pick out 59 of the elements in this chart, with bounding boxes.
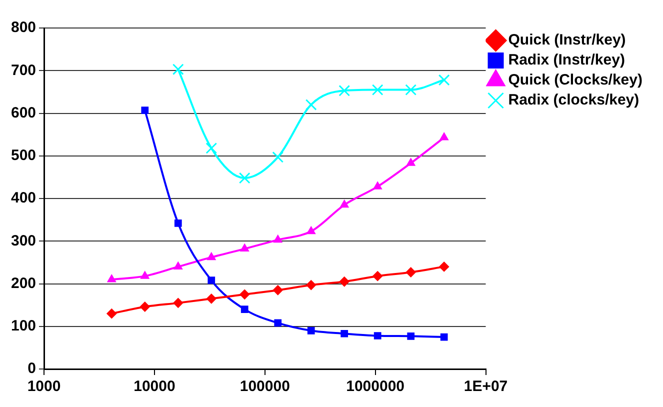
y-tick-label: 800	[10, 19, 36, 36]
point	[340, 330, 348, 338]
x-tick-label: 100000	[240, 378, 290, 396]
point	[173, 298, 184, 308]
point	[240, 306, 248, 314]
y-tick-label: 700	[10, 62, 36, 79]
point	[338, 84, 350, 96]
point	[174, 262, 183, 270]
point	[439, 262, 450, 272]
point	[141, 106, 149, 114]
legend-label: Quick (Clocks/key)	[508, 72, 642, 89]
point	[140, 302, 150, 312]
point	[373, 182, 382, 190]
legend-label: Radix (clocks/key)	[508, 92, 640, 109]
point	[372, 84, 384, 96]
point	[238, 172, 250, 184]
point	[272, 285, 283, 296]
point	[374, 332, 382, 340]
point	[339, 276, 350, 287]
y-tick-label: 200	[10, 274, 36, 292]
y-tick-label: 400	[10, 190, 36, 207]
x-tick-label: 1000000	[346, 378, 405, 396]
y-tick-label: 500	[10, 147, 36, 164]
point	[438, 74, 450, 86]
point	[406, 158, 416, 166]
point	[274, 319, 282, 327]
y-tick-label: 0	[28, 360, 36, 378]
point	[306, 226, 316, 234]
point	[273, 234, 282, 243]
point	[106, 308, 117, 319]
point	[206, 294, 216, 304]
x-tick-label: 1E+07	[464, 378, 508, 396]
point	[174, 220, 182, 227]
point	[307, 326, 315, 334]
point	[107, 274, 116, 282]
y-tick-label: 100	[10, 318, 36, 335]
y-tick-label: 300	[10, 232, 36, 250]
point	[340, 200, 349, 208]
x-tick-label: 10000	[134, 378, 176, 396]
point	[206, 142, 218, 154]
point	[172, 64, 184, 76]
point	[305, 99, 317, 110]
legend-label: Quick (Instr/key)	[508, 32, 626, 49]
point	[440, 132, 448, 140]
point	[240, 289, 250, 300]
point	[140, 271, 150, 279]
legend-label: Radix (Instr/key)	[508, 52, 625, 69]
point	[272, 151, 284, 163]
point	[407, 332, 415, 340]
point	[372, 271, 383, 282]
point	[306, 280, 316, 290]
point	[208, 276, 216, 284]
point	[406, 267, 416, 278]
y-tick-label: 600	[10, 104, 36, 122]
x-tick-label: 1000	[27, 378, 61, 396]
point	[405, 84, 417, 96]
point	[240, 244, 250, 252]
point	[440, 333, 448, 341]
point	[206, 252, 216, 260]
